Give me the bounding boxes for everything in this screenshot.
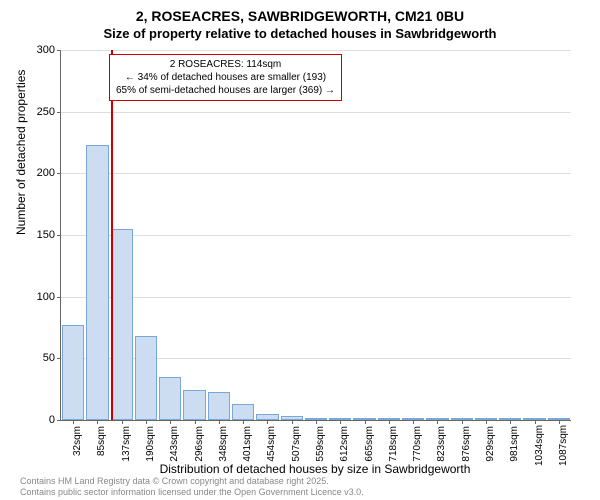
histogram-bar <box>86 145 108 420</box>
x-tick-mark <box>462 420 463 424</box>
y-tick-mark <box>57 50 61 51</box>
x-tick-label: 612sqm <box>339 426 350 466</box>
callout-line3: 65% of semi-detached houses are larger (… <box>116 84 335 97</box>
x-tick-mark <box>170 420 171 424</box>
x-tick-label: 32sqm <box>72 426 83 466</box>
x-tick-mark <box>389 420 390 424</box>
y-tick-mark <box>57 235 61 236</box>
y-tick-mark <box>57 112 61 113</box>
x-tick-label: 296sqm <box>194 426 205 466</box>
x-tick-label: 981sqm <box>509 426 520 466</box>
x-tick-label: 190sqm <box>145 426 156 466</box>
x-tick-label: 454sqm <box>266 426 277 466</box>
y-axis-label: Number of detached properties <box>14 70 28 235</box>
histogram-bar <box>62 325 84 420</box>
x-tick-label: 1087sqm <box>558 426 569 466</box>
y-tick-label: 100 <box>15 291 55 303</box>
plot-area: 2 ROSEACRES: 114sqm ← 34% of detached ho… <box>60 50 571 421</box>
x-tick-label: 559sqm <box>315 426 326 466</box>
x-tick-label: 823sqm <box>436 426 447 466</box>
y-tick-mark <box>57 297 61 298</box>
histogram-bar <box>208 392 230 420</box>
x-tick-mark <box>486 420 487 424</box>
x-tick-label: 1034sqm <box>534 426 545 466</box>
histogram-bar <box>232 404 254 420</box>
chart-title: 2, ROSEACRES, SAWBRIDGEWORTH, CM21 0BU <box>0 8 600 24</box>
x-tick-label: 348sqm <box>218 426 229 466</box>
x-tick-mark <box>340 420 341 424</box>
x-tick-label: 876sqm <box>461 426 472 466</box>
marker-line <box>111 50 113 420</box>
x-tick-mark <box>146 420 147 424</box>
y-tick-mark <box>57 420 61 421</box>
x-tick-mark <box>413 420 414 424</box>
y-tick-label: 0 <box>15 414 55 426</box>
y-tick-label: 200 <box>15 167 55 179</box>
footer-line2: Contains public sector information licen… <box>20 487 364 498</box>
histogram-bar <box>111 229 133 420</box>
x-tick-label: 718sqm <box>388 426 399 466</box>
y-tick-mark <box>57 173 61 174</box>
x-tick-mark <box>73 420 74 424</box>
histogram-bar <box>135 336 157 420</box>
x-tick-mark <box>195 420 196 424</box>
callout-line1: 2 ROSEACRES: 114sqm <box>116 58 335 71</box>
x-tick-mark <box>316 420 317 424</box>
x-tick-mark <box>365 420 366 424</box>
grid-line <box>61 173 571 174</box>
x-tick-label: 507sqm <box>291 426 302 466</box>
y-tick-label: 50 <box>15 352 55 364</box>
x-tick-mark <box>243 420 244 424</box>
callout-line2: ← 34% of detached houses are smaller (19… <box>116 71 335 84</box>
callout-box: 2 ROSEACRES: 114sqm ← 34% of detached ho… <box>109 54 342 101</box>
x-tick-label: 665sqm <box>364 426 375 466</box>
histogram-bar <box>159 377 181 420</box>
grid-line <box>61 297 571 298</box>
x-tick-mark <box>122 420 123 424</box>
footer: Contains HM Land Registry data © Crown c… <box>20 476 364 498</box>
chart-subtitle: Size of property relative to detached ho… <box>0 26 600 41</box>
grid-line <box>61 50 571 51</box>
x-tick-mark <box>292 420 293 424</box>
x-tick-mark <box>437 420 438 424</box>
grid-line <box>61 112 571 113</box>
x-tick-label: 929sqm <box>485 426 496 466</box>
y-tick-label: 300 <box>15 44 55 56</box>
x-tick-label: 243sqm <box>169 426 180 466</box>
x-tick-mark <box>510 420 511 424</box>
y-tick-label: 150 <box>15 229 55 241</box>
grid-line <box>61 235 571 236</box>
y-tick-mark <box>57 358 61 359</box>
x-tick-mark <box>559 420 560 424</box>
x-tick-mark <box>97 420 98 424</box>
x-tick-label: 401sqm <box>242 426 253 466</box>
x-tick-label: 770sqm <box>412 426 423 466</box>
y-tick-label: 250 <box>15 106 55 118</box>
x-tick-label: 137sqm <box>121 426 132 466</box>
x-tick-mark <box>219 420 220 424</box>
footer-line1: Contains HM Land Registry data © Crown c… <box>20 476 364 487</box>
x-tick-mark <box>535 420 536 424</box>
histogram-bar <box>183 390 205 420</box>
x-tick-mark <box>267 420 268 424</box>
x-tick-label: 85sqm <box>96 426 107 466</box>
chart-container: 2, ROSEACRES, SAWBRIDGEWORTH, CM21 0BU S… <box>0 0 600 500</box>
